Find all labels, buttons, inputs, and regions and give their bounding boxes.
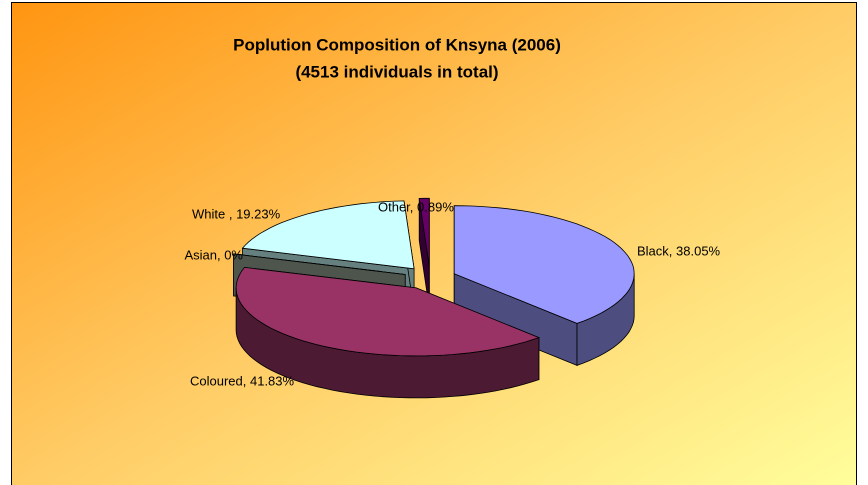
data-label: Other, 0.89% xyxy=(378,199,454,214)
chart-subtitle: (4513 individuals in total) xyxy=(295,62,498,81)
slice xyxy=(241,200,415,270)
slice xyxy=(235,266,541,357)
data-label: White , 19.23% xyxy=(192,206,281,221)
slice xyxy=(453,205,635,324)
data-label: Coloured, 41.83% xyxy=(190,373,295,388)
slice xyxy=(418,197,430,267)
chart-title: Poplution Composition of Knsyna (2006) xyxy=(233,35,561,54)
data-label: Black, 38.05% xyxy=(637,243,721,258)
slice xyxy=(233,253,406,275)
chart-background xyxy=(11,2,857,485)
data-label: Asian, 0% xyxy=(184,247,243,262)
